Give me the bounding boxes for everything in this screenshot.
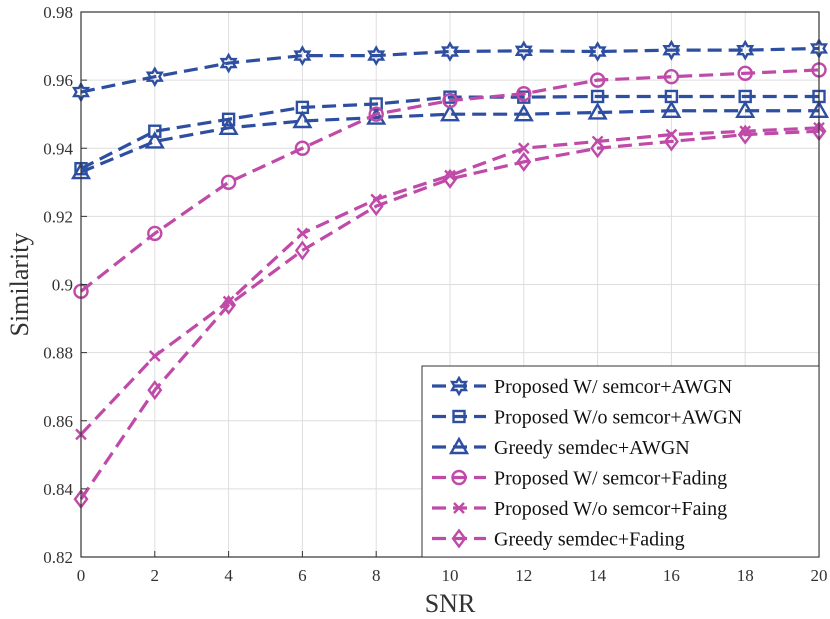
series-hexagram (71, 38, 829, 103)
data-point-marker (368, 196, 384, 217)
data-point-marker (663, 131, 679, 152)
x-tick-label: 14 (589, 566, 607, 585)
data-point-marker (221, 112, 236, 126)
y-tick-label: 0.94 (43, 139, 73, 158)
x-tick-label: 20 (811, 566, 828, 585)
x-tick-label: 8 (372, 566, 381, 585)
data-point-marker (513, 103, 534, 122)
data-point-marker (442, 92, 458, 109)
y-tick-label: 0.92 (43, 207, 73, 226)
data-point-marker (588, 41, 607, 62)
data-point-marker (292, 110, 313, 129)
data-point-marker (294, 140, 311, 156)
legend-label: Proposed W/ semcor+AWGN (494, 376, 732, 398)
data-point-marker (220, 174, 237, 191)
data-point-marker (148, 350, 161, 362)
data-point-marker (144, 131, 165, 149)
y-tick-label: 0.88 (43, 344, 73, 363)
data-point-marker (293, 45, 312, 67)
legend-marker (451, 528, 467, 549)
data-point-marker (147, 380, 163, 401)
legend-item: Proposed W/ semcor+Fading (432, 468, 727, 490)
y-tick-label: 0.82 (43, 548, 73, 567)
legend-marker (451, 469, 467, 486)
data-point-marker (517, 142, 530, 155)
data-point-marker (737, 65, 753, 82)
data-point-marker (663, 69, 680, 85)
data-point-marker (294, 240, 310, 261)
legend-marker (449, 375, 469, 397)
data-point-marker (516, 86, 532, 102)
legend-item: Proposed W/ semcor+AWGN (432, 375, 732, 398)
x-tick-label: 12 (515, 566, 532, 585)
x-axis-title: SNR (425, 589, 476, 618)
data-point-marker (440, 41, 460, 62)
legend-box (421, 365, 820, 558)
y-tick-label: 0.98 (43, 3, 73, 22)
tick-labels: 0 2 4 6 8 10 12 14 16 18 20 0.82 0.84 0.86 0.88 0.9 0.92… (43, 3, 827, 585)
y-axis-title: Similarity (5, 233, 34, 337)
x-tick-label: 10 (442, 566, 459, 585)
x-tick-label: 2 (151, 566, 160, 585)
y-tick-label: 0.84 (43, 480, 73, 499)
legend: Proposed W/ semcor+AWGN Proposed W/o semc… (421, 365, 820, 558)
series-line (80, 46, 820, 94)
x-tick-label: 6 (298, 566, 307, 585)
data-point-marker (661, 100, 682, 118)
data-point-marker (219, 52, 238, 74)
data-point-marker (147, 225, 163, 242)
legend-item: Proposed W/o semcor+Faing (432, 498, 727, 520)
y-tick-label: 0.96 (43, 71, 73, 90)
data-point-marker (296, 227, 309, 240)
legend-label: Greedy semdec+AWGN (494, 437, 690, 459)
data-point-marker (737, 124, 753, 145)
x-tick-label: 4 (224, 566, 233, 585)
series-line (80, 68, 820, 293)
series-line (80, 109, 819, 174)
data-point-marker (148, 124, 162, 138)
x-tick-label: 16 (663, 566, 680, 585)
data-point-marker (589, 72, 606, 88)
data-point-marker (590, 138, 606, 159)
y-tick-label: 0.9 (52, 276, 73, 295)
data-point-marker (222, 295, 235, 308)
series-diamond (73, 121, 827, 510)
legend-item: Proposed W/o semcor+AWGN (432, 407, 742, 429)
legend-label: Proposed W/o semcor+AWGN (494, 407, 742, 429)
data-point-marker (590, 89, 605, 104)
legend-marker (448, 436, 470, 455)
legend-item: Greedy semdec+AWGN (432, 436, 690, 459)
legend-marker (453, 502, 465, 514)
data-point-marker (736, 39, 755, 61)
data-point-marker (145, 66, 164, 88)
data-point-marker (662, 39, 681, 61)
data-point-marker (218, 117, 239, 136)
legend-label: Proposed W/o semcor+Faing (494, 498, 727, 520)
data-point-marker (442, 168, 458, 189)
series-line (79, 126, 820, 436)
data-point-marker (439, 103, 461, 122)
data-point-marker (514, 40, 533, 62)
legend-label: Greedy semdec+Fading (494, 529, 685, 551)
data-point-marker (516, 151, 532, 172)
data-point-marker (368, 106, 384, 122)
y-tick-label: 0.86 (43, 412, 73, 431)
data-point-marker (587, 102, 608, 120)
data-point-marker (735, 100, 756, 118)
legend-label: Proposed W/ semcor+Fading (494, 468, 727, 490)
data-point-marker (367, 45, 386, 67)
x-tick-label: 18 (737, 566, 754, 585)
legend-item: Greedy semdec+Fading (432, 528, 685, 551)
series-line (80, 94, 819, 171)
data-point-marker (221, 294, 237, 315)
legend-marker (452, 409, 466, 424)
x-tick-label: 0 (77, 566, 86, 585)
